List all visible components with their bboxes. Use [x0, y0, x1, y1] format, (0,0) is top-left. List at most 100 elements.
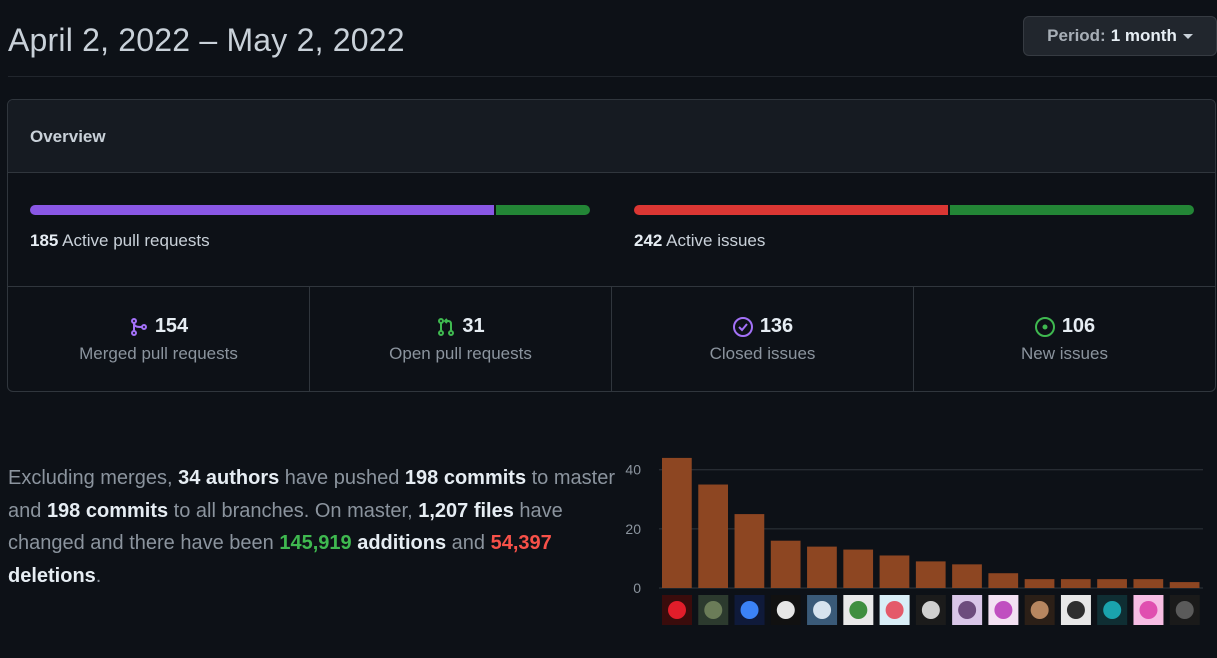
overview-header: Overview	[8, 100, 1215, 173]
new-issue-icon	[1034, 316, 1055, 337]
overview-box: Overview 185 Active pull requests 242 Ac…	[7, 99, 1216, 392]
stat-open-pull-requests[interactable]: 31 Open pull requests	[310, 287, 612, 391]
author-avatar[interactable]	[1133, 595, 1164, 625]
summary-text: and	[446, 532, 491, 554]
author-avatar[interactable]	[915, 595, 946, 625]
commit-bar[interactable]	[698, 484, 729, 588]
period-value: 1 month	[1110, 26, 1177, 45]
commit-bar[interactable]	[734, 514, 765, 588]
commit-bar[interactable]	[807, 546, 837, 588]
avatar-figure	[1139, 601, 1158, 619]
commit-summary-text: Excluding merges, 34 authors have pushed…	[8, 462, 618, 592]
closed-issues-label: Closed issues	[709, 344, 816, 363]
author-avatar[interactable]	[843, 595, 874, 625]
avatar-figure	[958, 601, 977, 619]
commit-bar[interactable]	[843, 549, 874, 588]
commit-bar[interactable]	[952, 564, 982, 588]
commits-by-author-chart: 0 20 40	[625, 457, 1203, 625]
author-avatar[interactable]	[662, 595, 692, 625]
commit-bar[interactable]	[1169, 582, 1200, 588]
authors-count: 34 authors	[178, 467, 280, 489]
commit-bar[interactable]	[988, 573, 1019, 588]
commit-bar[interactable]	[770, 540, 801, 588]
closed-segment	[634, 205, 948, 215]
author-avatar[interactable]	[698, 595, 729, 625]
active-pull-requests-label[interactable]: Active pull requests	[62, 231, 210, 250]
active-issues-caption: 242 Active issues	[634, 231, 765, 251]
author-avatar[interactable]	[770, 595, 801, 625]
stat-new-issues[interactable]: 106 New issues	[914, 287, 1215, 391]
caret-down-icon	[1182, 33, 1193, 39]
date-range-title: April 2, 2022 – May 2, 2022	[8, 22, 405, 58]
author-avatar[interactable]	[1169, 595, 1200, 625]
commit-bar[interactable]	[662, 457, 692, 588]
summary-text: to master and	[8, 467, 615, 522]
commits-all-branches: 198 commits	[46, 499, 169, 522]
author-avatar[interactable]	[1097, 595, 1128, 625]
author-avatar[interactable]	[988, 595, 1019, 625]
overview-stats-row: 154 Merged pull requests 31 Open pull re…	[8, 287, 1215, 391]
avatar-figure	[1030, 601, 1049, 619]
new-segment	[949, 205, 1194, 215]
active-pull-requests-count: 185	[30, 231, 59, 250]
pull-requests-progress-bar[interactable]	[30, 205, 590, 215]
page-header: April 2, 2022 – May 2, 2022 Period: 1 mo…	[8, 0, 1217, 77]
merged-pr-icon	[130, 317, 147, 336]
author-avatar[interactable]	[734, 595, 765, 625]
issues-progress-bar[interactable]	[634, 205, 1194, 215]
open-pull-requests-value: 31	[462, 315, 485, 337]
stat-merged-pull-requests[interactable]: 154 Merged pull requests	[8, 287, 310, 391]
summary-text: .	[95, 564, 102, 587]
merged-segment	[30, 205, 495, 215]
deletions-word: deletions	[8, 564, 96, 587]
commit-bar[interactable]	[879, 555, 910, 588]
avatar-figure	[668, 601, 686, 619]
avatar-figure	[740, 601, 759, 619]
avatar-figure	[1066, 601, 1085, 619]
additions-count: 145,919	[279, 532, 352, 554]
files-changed: 1,207 files	[418, 499, 514, 522]
summary-text: have pushed	[279, 467, 405, 489]
author-avatar[interactable]	[879, 595, 910, 625]
avatar-figure	[776, 601, 795, 619]
author-avatar[interactable]	[1060, 595, 1091, 625]
merged-pull-requests-value: 154	[154, 315, 189, 337]
avatar-figure	[1103, 601, 1122, 619]
period-label: Period:	[1047, 26, 1106, 45]
avatar-figure	[704, 601, 723, 619]
commit-bar[interactable]	[1133, 579, 1164, 588]
open-pr-icon	[438, 317, 455, 336]
avatar-figure	[994, 601, 1013, 619]
period-dropdown-button[interactable]: Period: 1 month	[1023, 16, 1217, 56]
active-pull-requests-caption: 185 Active pull requests	[30, 231, 210, 251]
summary-text: to all branches. On master,	[168, 499, 419, 522]
overview-title: Overview	[30, 127, 106, 146]
commit-bar[interactable]	[1024, 579, 1055, 588]
commits-master: 198 commits	[404, 467, 527, 489]
y-tick-label: 40	[625, 462, 641, 478]
avatar-figure	[885, 601, 904, 619]
active-issues-count: 242	[634, 231, 663, 250]
open-pull-requests-label: Open pull requests	[389, 344, 532, 363]
closed-issue-icon	[732, 316, 753, 337]
summary-text: have changed and there have been	[8, 499, 563, 555]
open-segment	[496, 205, 590, 215]
new-issues-label: New issues	[1021, 344, 1108, 363]
commit-bar[interactable]	[915, 561, 946, 588]
commit-bar[interactable]	[1097, 579, 1127, 588]
avatar-figure	[921, 601, 940, 619]
summary-text: Excluding merges,	[8, 467, 179, 489]
avatar-figure	[813, 601, 832, 619]
y-tick-label: 0	[633, 580, 641, 596]
merged-pull-requests-label: Merged pull requests	[79, 344, 238, 363]
avatar-figure	[849, 601, 868, 619]
author-avatar[interactable]	[952, 595, 983, 625]
closed-issues-value: 136	[759, 315, 794, 337]
new-issues-value: 106	[1061, 315, 1096, 337]
author-avatar[interactable]	[807, 595, 838, 625]
y-tick-label: 20	[625, 521, 641, 537]
author-avatar[interactable]	[1024, 595, 1055, 625]
active-issues-label[interactable]: Active issues	[666, 231, 766, 250]
stat-closed-issues[interactable]: 136 Closed issues	[612, 287, 914, 391]
commit-bar[interactable]	[1060, 579, 1091, 588]
